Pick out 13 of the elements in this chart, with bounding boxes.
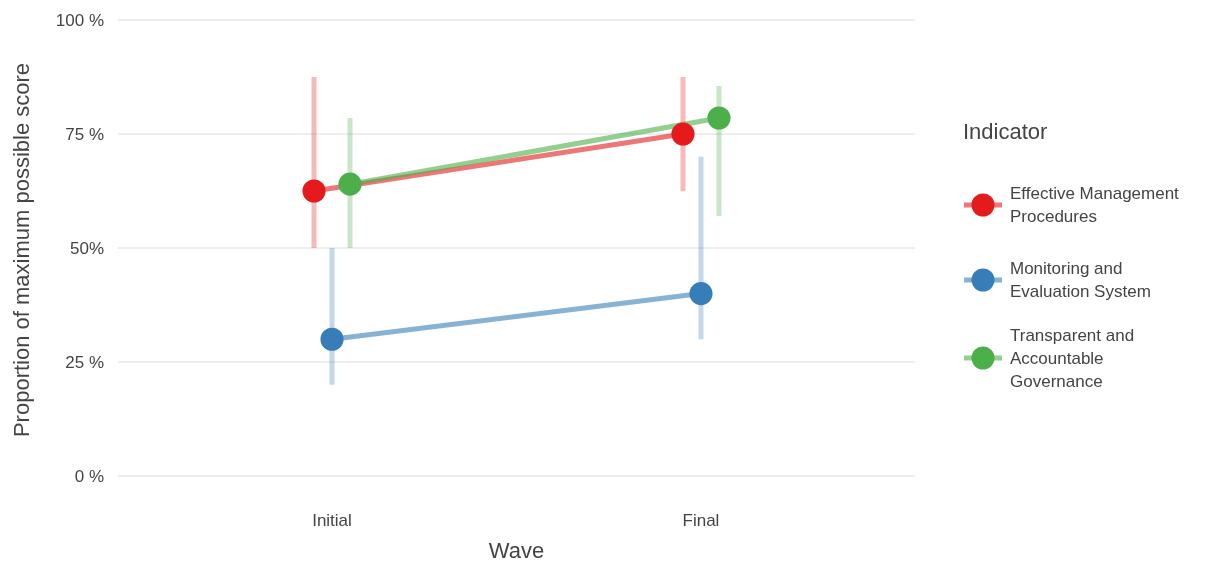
legend-label: Monitoring and Evaluation System [1010,259,1151,302]
legend-label: Effective Management Procedures [1010,184,1180,227]
y-tick-label: 0 % [74,466,104,486]
y-tick-label: 75 % [65,124,104,144]
y-tick-label: 50% [69,238,104,258]
legend-title: Indicator [963,118,1048,144]
y-tick-label: 100 % [55,10,104,30]
y-tick-label: 25 % [65,352,104,372]
legend-label: Transparent and Accountable Governance [1010,325,1135,391]
x-tick-label: Final [682,511,720,530]
y-axis-title: Proportion of maximum possible score [9,62,34,438]
x-axis-title: Wave [488,538,545,563]
x-tick-label: Initial [312,511,352,530]
